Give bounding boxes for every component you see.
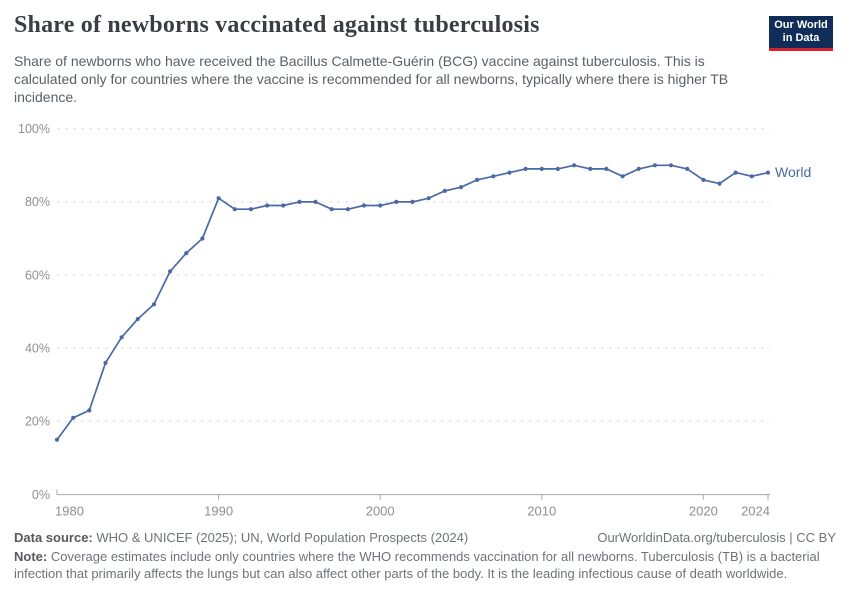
data-point[interactable] (442, 188, 447, 193)
data-point[interactable] (200, 236, 205, 241)
data-point[interactable] (345, 207, 350, 212)
y-axis-label: 0% (32, 488, 50, 502)
data-point[interactable] (539, 166, 544, 171)
data-point[interactable] (184, 251, 189, 256)
data-point[interactable] (103, 360, 108, 365)
data-point[interactable] (572, 163, 577, 168)
y-axis-label: 100% (18, 122, 50, 136)
data-point[interactable] (297, 199, 302, 204)
x-axis-label: 1980 (55, 504, 84, 519)
y-axis-label: 80% (25, 195, 50, 209)
data-point[interactable] (119, 335, 124, 340)
y-axis-label: 40% (25, 341, 50, 355)
data-point[interactable] (378, 203, 383, 208)
data-point[interactable] (717, 181, 722, 186)
owid-logo-line1: Our World (774, 19, 828, 31)
data-point[interactable] (329, 207, 334, 212)
data-point[interactable] (426, 196, 431, 201)
note-label: Note: (14, 549, 48, 564)
data-point[interactable] (685, 166, 690, 171)
chart-subtitle: Share of newborns who have received the … (14, 53, 729, 105)
data-point[interactable] (749, 174, 754, 179)
data-source-text: WHO & UNICEF (2025); UN, World Populatio… (96, 530, 469, 545)
data-point[interactable] (410, 199, 415, 204)
data-point[interactable] (507, 170, 512, 175)
chart-footer: Data source: WHO & UNICEF (2025); UN, Wo… (14, 530, 836, 582)
data-point[interactable] (765, 170, 771, 175)
data-point[interactable] (604, 166, 609, 171)
data-point[interactable] (733, 170, 738, 175)
data-point[interactable] (248, 207, 253, 212)
data-point[interactable] (265, 203, 270, 208)
data-point[interactable] (87, 408, 92, 413)
trend-line[interactable] (56, 164, 769, 441)
data-point[interactable] (71, 415, 76, 420)
data-source-label: Data source: (14, 530, 93, 545)
data-point[interactable] (151, 302, 157, 307)
data-point[interactable] (232, 207, 237, 212)
data-point[interactable] (668, 163, 674, 168)
data-point[interactable] (491, 174, 496, 179)
data-point[interactable] (523, 166, 528, 171)
data-point[interactable] (168, 269, 173, 274)
note-text: Coverage estimates include only countrie… (14, 549, 820, 581)
series-end-label[interactable]: World (775, 164, 811, 180)
y-axis-label: 60% (25, 268, 50, 282)
data-point[interactable] (636, 166, 641, 171)
data-point[interactable] (475, 177, 480, 182)
x-axis-label: 2020 (689, 504, 718, 519)
y-axis-label: 20% (25, 415, 50, 429)
line-chart: 0% 20% 40% 60% 80% 100% 1980 1990 2000 2010 2020 20… (0, 112, 850, 527)
data-point[interactable] (555, 166, 561, 171)
x-axis-label: 2010 (527, 504, 556, 519)
data-point[interactable] (361, 203, 367, 208)
data-point[interactable] (588, 166, 593, 171)
data-point[interactable] (652, 163, 658, 168)
data-point[interactable] (313, 199, 318, 204)
data-point[interactable] (701, 177, 706, 182)
data-point[interactable] (281, 203, 286, 208)
data-point[interactable] (620, 174, 625, 179)
x-axis-label: 2000 (366, 504, 395, 519)
chart-note: Note: Coverage estimates include only co… (14, 548, 836, 582)
data-point[interactable] (135, 316, 140, 322)
owid-logo[interactable]: Our World in Data (769, 16, 833, 51)
x-axis-label: 1990 (204, 504, 233, 519)
owid-url-link[interactable]: OurWorldinData.org/tuberculosis | CC BY (597, 530, 836, 545)
data-point[interactable] (458, 185, 464, 190)
data-point[interactable] (216, 196, 221, 201)
data-source: Data source: WHO & UNICEF (2025); UN, Wo… (14, 530, 468, 545)
data-point[interactable] (394, 199, 399, 204)
chart-canvas: 0% 20% 40% 60% 80% 100% 1980 1990 2000 2010 2020 20… (18, 122, 811, 519)
x-axis-label: 2024 (741, 504, 770, 519)
data-point[interactable] (54, 437, 60, 442)
owid-logo-line2: in Data (782, 31, 820, 44)
page-title: Share of newborns vaccinated against tub… (14, 12, 540, 38)
